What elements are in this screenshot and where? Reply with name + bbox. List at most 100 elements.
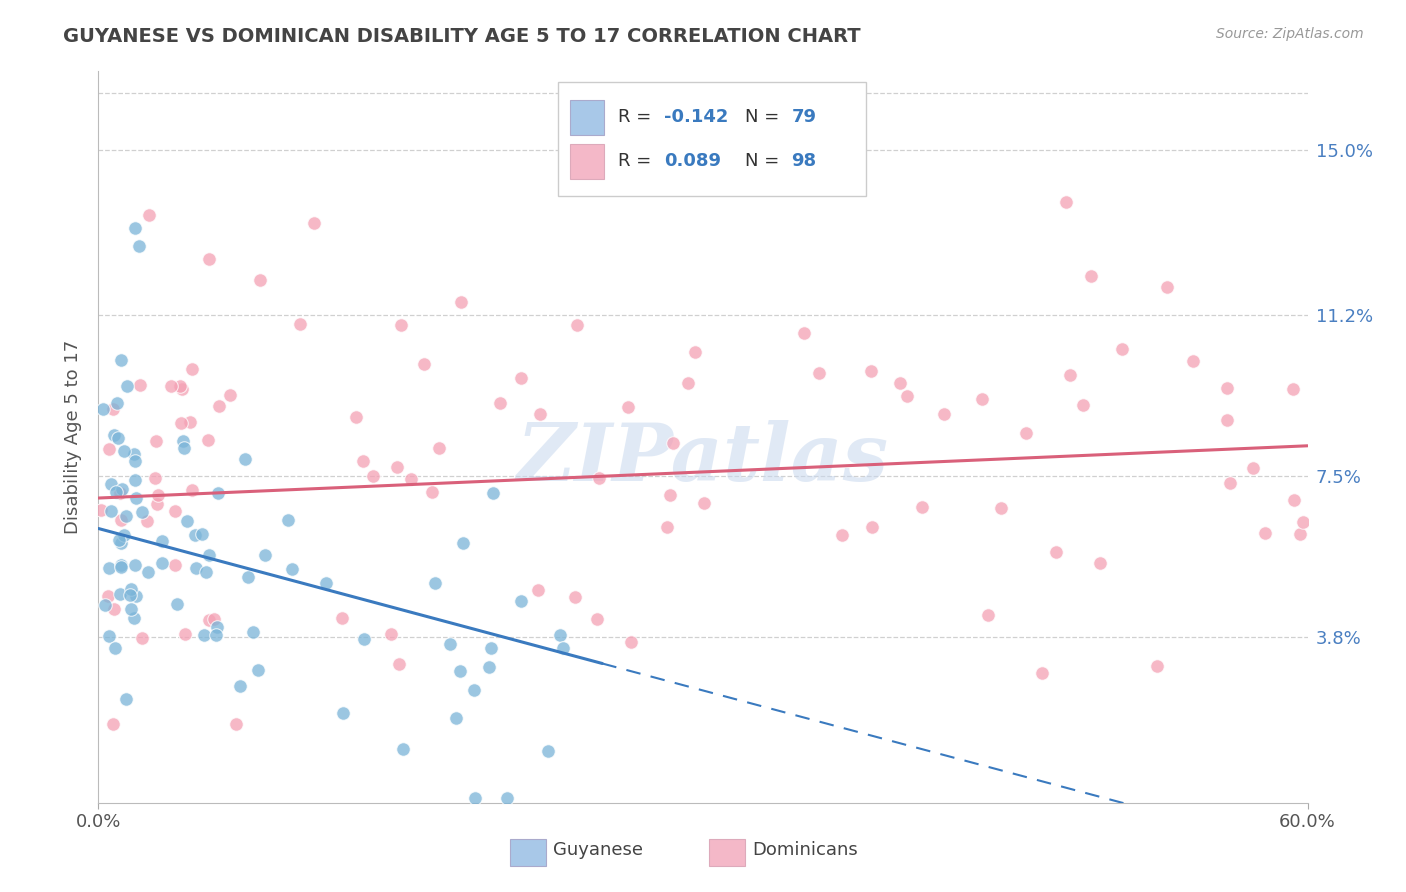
Point [685, 344, 707, 359]
Text: -0.142: -0.142 [664, 109, 728, 127]
Point [315, 576, 337, 591]
FancyBboxPatch shape [709, 838, 745, 866]
Point [620, 635, 643, 649]
Point [478, 660, 501, 674]
Point [1156, 280, 1178, 294]
Point [124, 221, 146, 235]
Point [184, 561, 207, 575]
Point [131, 506, 153, 520]
Point [1015, 425, 1038, 440]
Point [98, 629, 121, 643]
Point [1219, 476, 1241, 491]
Point [793, 326, 815, 340]
Text: N =: N = [745, 109, 786, 127]
Point [1215, 413, 1237, 427]
Point [128, 377, 150, 392]
Point [1292, 516, 1315, 530]
FancyBboxPatch shape [558, 82, 866, 195]
Point [110, 486, 132, 500]
Point [288, 317, 311, 331]
Point [389, 318, 412, 333]
Point [163, 504, 186, 518]
Point [464, 791, 486, 805]
Point [489, 396, 512, 410]
Point [1181, 353, 1204, 368]
Point [107, 431, 129, 445]
Point [115, 691, 138, 706]
Text: 98: 98 [792, 153, 817, 170]
Point [108, 533, 131, 548]
Point [439, 637, 461, 651]
Point [118, 588, 141, 602]
Point [198, 613, 221, 627]
Point [399, 472, 422, 486]
Point [496, 791, 519, 805]
Point [105, 396, 128, 410]
Point [101, 716, 124, 731]
Text: N =: N = [745, 153, 786, 170]
Point [91, 401, 114, 416]
Point [1031, 665, 1053, 680]
Point [124, 558, 146, 572]
Point [97, 589, 120, 603]
Point [423, 575, 446, 590]
Point [108, 587, 131, 601]
Point [170, 382, 193, 396]
Point [509, 370, 531, 384]
Point [169, 379, 191, 393]
Point [160, 378, 183, 392]
Point [195, 566, 218, 580]
Point [302, 216, 325, 230]
Text: ZIPatlas: ZIPatlas [517, 420, 889, 498]
Point [970, 392, 993, 406]
Point [136, 565, 159, 579]
Point [124, 453, 146, 467]
Point [427, 442, 450, 456]
Point [229, 679, 252, 693]
Point [135, 514, 157, 528]
Point [1281, 383, 1303, 397]
Point [110, 536, 132, 550]
Point [990, 501, 1012, 516]
Point [225, 717, 247, 731]
Point [115, 379, 138, 393]
Point [1288, 526, 1310, 541]
Point [197, 433, 219, 447]
Point [233, 452, 256, 467]
Point [1045, 545, 1067, 559]
Point [191, 527, 214, 541]
Point [101, 402, 124, 417]
Point [111, 482, 134, 496]
Text: Guyanese: Guyanese [553, 841, 643, 859]
Point [163, 558, 186, 573]
Point [145, 434, 167, 448]
Point [564, 591, 586, 605]
Point [131, 632, 153, 646]
Point [444, 711, 467, 725]
Point [94, 598, 117, 612]
Point [896, 389, 918, 403]
Point [658, 488, 681, 502]
Text: R =: R = [619, 109, 658, 127]
Point [385, 459, 408, 474]
Point [100, 504, 122, 518]
Point [529, 407, 551, 421]
Point [482, 486, 505, 500]
Point [198, 252, 221, 266]
Point [548, 627, 571, 641]
Point [479, 640, 502, 655]
Point [281, 562, 304, 576]
Point [204, 628, 226, 642]
Point [174, 626, 197, 640]
Point [352, 454, 374, 468]
Point [202, 612, 225, 626]
Point [859, 364, 882, 378]
Point [112, 528, 135, 542]
Point [100, 476, 122, 491]
Point [1146, 659, 1168, 673]
FancyBboxPatch shape [509, 838, 546, 866]
Point [344, 409, 367, 424]
Point [657, 519, 679, 533]
Point [97, 442, 120, 456]
Point [911, 500, 934, 514]
